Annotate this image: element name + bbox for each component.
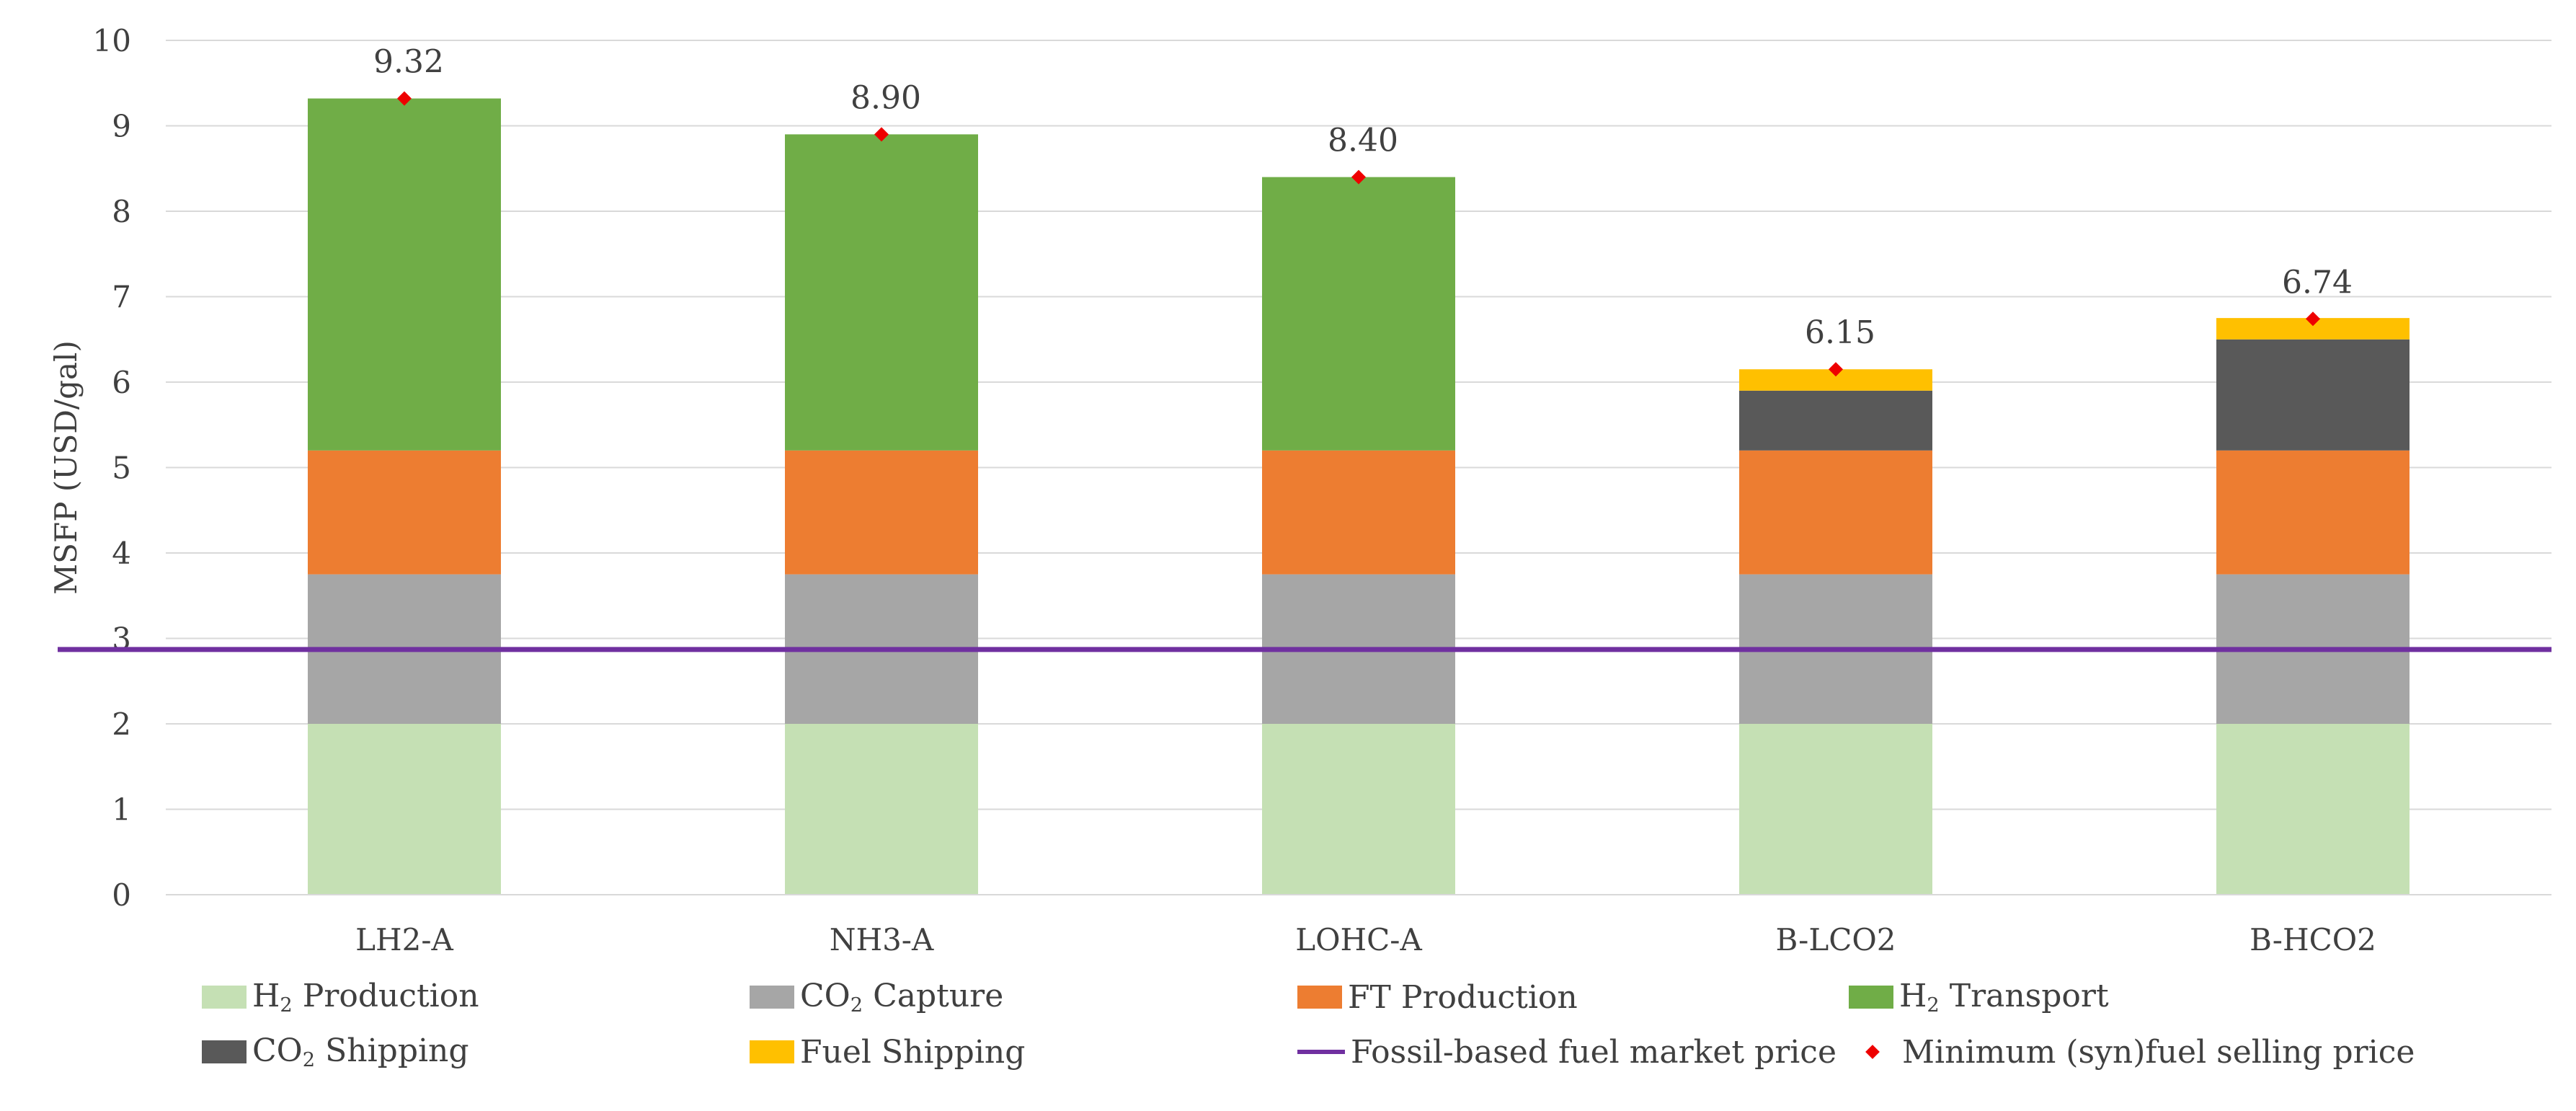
bar-ftprod-nh3-a [785,450,978,575]
bar-co2ship-b-hco2 [2216,339,2410,451]
msfp-marker-lh2-a [397,91,412,106]
bar-h2prod-lh2-a [308,724,501,895]
legend-swatch-fossil-price [1297,1050,1345,1054]
x-category-label-nh3-a: NH3-A [830,922,934,957]
legend: H2 Production CO2 Capture FT Production … [202,970,2508,1085]
x-category-label-lohc-a: LOHC-A [1295,922,1422,957]
bar-h2trans-lh2-a [308,98,501,451]
legend-label-ft-production: FT Production [1348,978,1578,1016]
msfp-markers [397,91,2320,377]
data-labels: 9.32 8.90 8.40 6.15 6.74 [373,44,2353,352]
y-tick-label-9: 9 [112,109,131,144]
x-category-label-b-hco2: B-HCO2 [2249,922,2376,957]
bar-ftprod-b-hco2 [2216,450,2410,575]
bar-ftprod-lh2-a [308,450,501,575]
data-label-b-hco2: 6.74 [2282,264,2353,301]
bar-co2ship-b-lco2 [1739,390,1932,451]
x-axis-categories: LH2-A NH3-A LOHC-A B-LCO2 B-HCO2 [355,922,2376,957]
bar-h2prod-nh3-a [785,724,978,895]
data-label-lh2-a: 9.32 [373,44,444,81]
bar-h2prod-b-lco2 [1739,724,1932,895]
legend-label-co2-shipping: CO2 Shipping [252,1032,469,1071]
legend-label-co2-capture: CO2 Capture [800,978,1004,1017]
legend-co2-shipping: CO2 Shipping [202,1024,750,1079]
legend-fuel-shipping: Fuel Shipping [750,1024,1297,1079]
bar-h2prod-lohc-a [1262,724,1455,895]
bar-h2trans-lohc-a [1262,177,1455,451]
msfp-marker-b-lco2 [1829,362,1843,377]
legend-swatch-h2-transport [1849,986,1893,1009]
legend-swatch-msfp [1849,1040,1896,1063]
legend-label-h2-production: H2 Production [252,978,479,1017]
legend-swatch-ft-production [1297,986,1342,1009]
legend-swatch-h2-production [202,986,247,1009]
y-tick-label-0: 0 [112,877,131,913]
legend-ft-production: FT Production [1297,970,1849,1024]
y-tick-label-1: 1 [112,792,131,828]
data-label-lohc-a: 8.40 [1328,123,1398,159]
x-category-label-lh2-a: LH2-A [355,922,453,957]
y-axis-title: MSFP (USD/gal) [48,340,84,595]
msfp-marker-lohc-a [1351,169,1366,185]
y-tick-label-2: 2 [112,707,131,742]
bar-h2trans-nh3-a [785,134,978,451]
bar-ftprod-b-lco2 [1739,450,1932,575]
y-tick-label-10: 10 [93,23,131,58]
legend-msfp: Minimum (syn)fuel selling price [1849,1024,2497,1079]
msfp-marker-b-hco2 [2306,311,2320,327]
legend-h2-production: H2 Production [202,970,750,1024]
legend-swatch-co2-shipping [202,1040,247,1063]
y-tick-label-8: 8 [112,194,131,229]
x-category-label-b-lco2: B-LCO2 [1775,922,1896,957]
y-tick-label-4: 4 [112,536,131,571]
legend-fossil-price: Fossil-based fuel market price [1297,1024,1849,1079]
legend-co2-capture: CO2 Capture [750,970,1297,1024]
msfp-marker-nh3-a [874,127,889,142]
legend-label-h2-transport: H2 Transport [1899,978,2109,1017]
y-tick-label-6: 6 [112,365,131,400]
legend-swatch-co2-capture [750,986,794,1009]
legend-swatch-fuel-shipping [750,1040,794,1063]
data-label-nh3-a: 8.90 [850,79,921,116]
y-tick-label-7: 7 [112,280,131,315]
legend-h2-transport: H2 Transport [1849,970,2497,1024]
bar-ftprod-lohc-a [1262,450,1455,575]
legend-label-fuel-shipping: Fuel Shipping [800,1033,1026,1071]
data-label-b-lco2: 6.15 [1805,314,1875,351]
y-tick-label-5: 5 [112,451,131,486]
bars [308,98,2410,895]
legend-label-msfp: Minimum (syn)fuel selling price [1902,1033,2415,1071]
legend-label-fossil-price: Fossil-based fuel market price [1351,1033,1836,1071]
bar-h2prod-b-hco2 [2216,724,2410,895]
